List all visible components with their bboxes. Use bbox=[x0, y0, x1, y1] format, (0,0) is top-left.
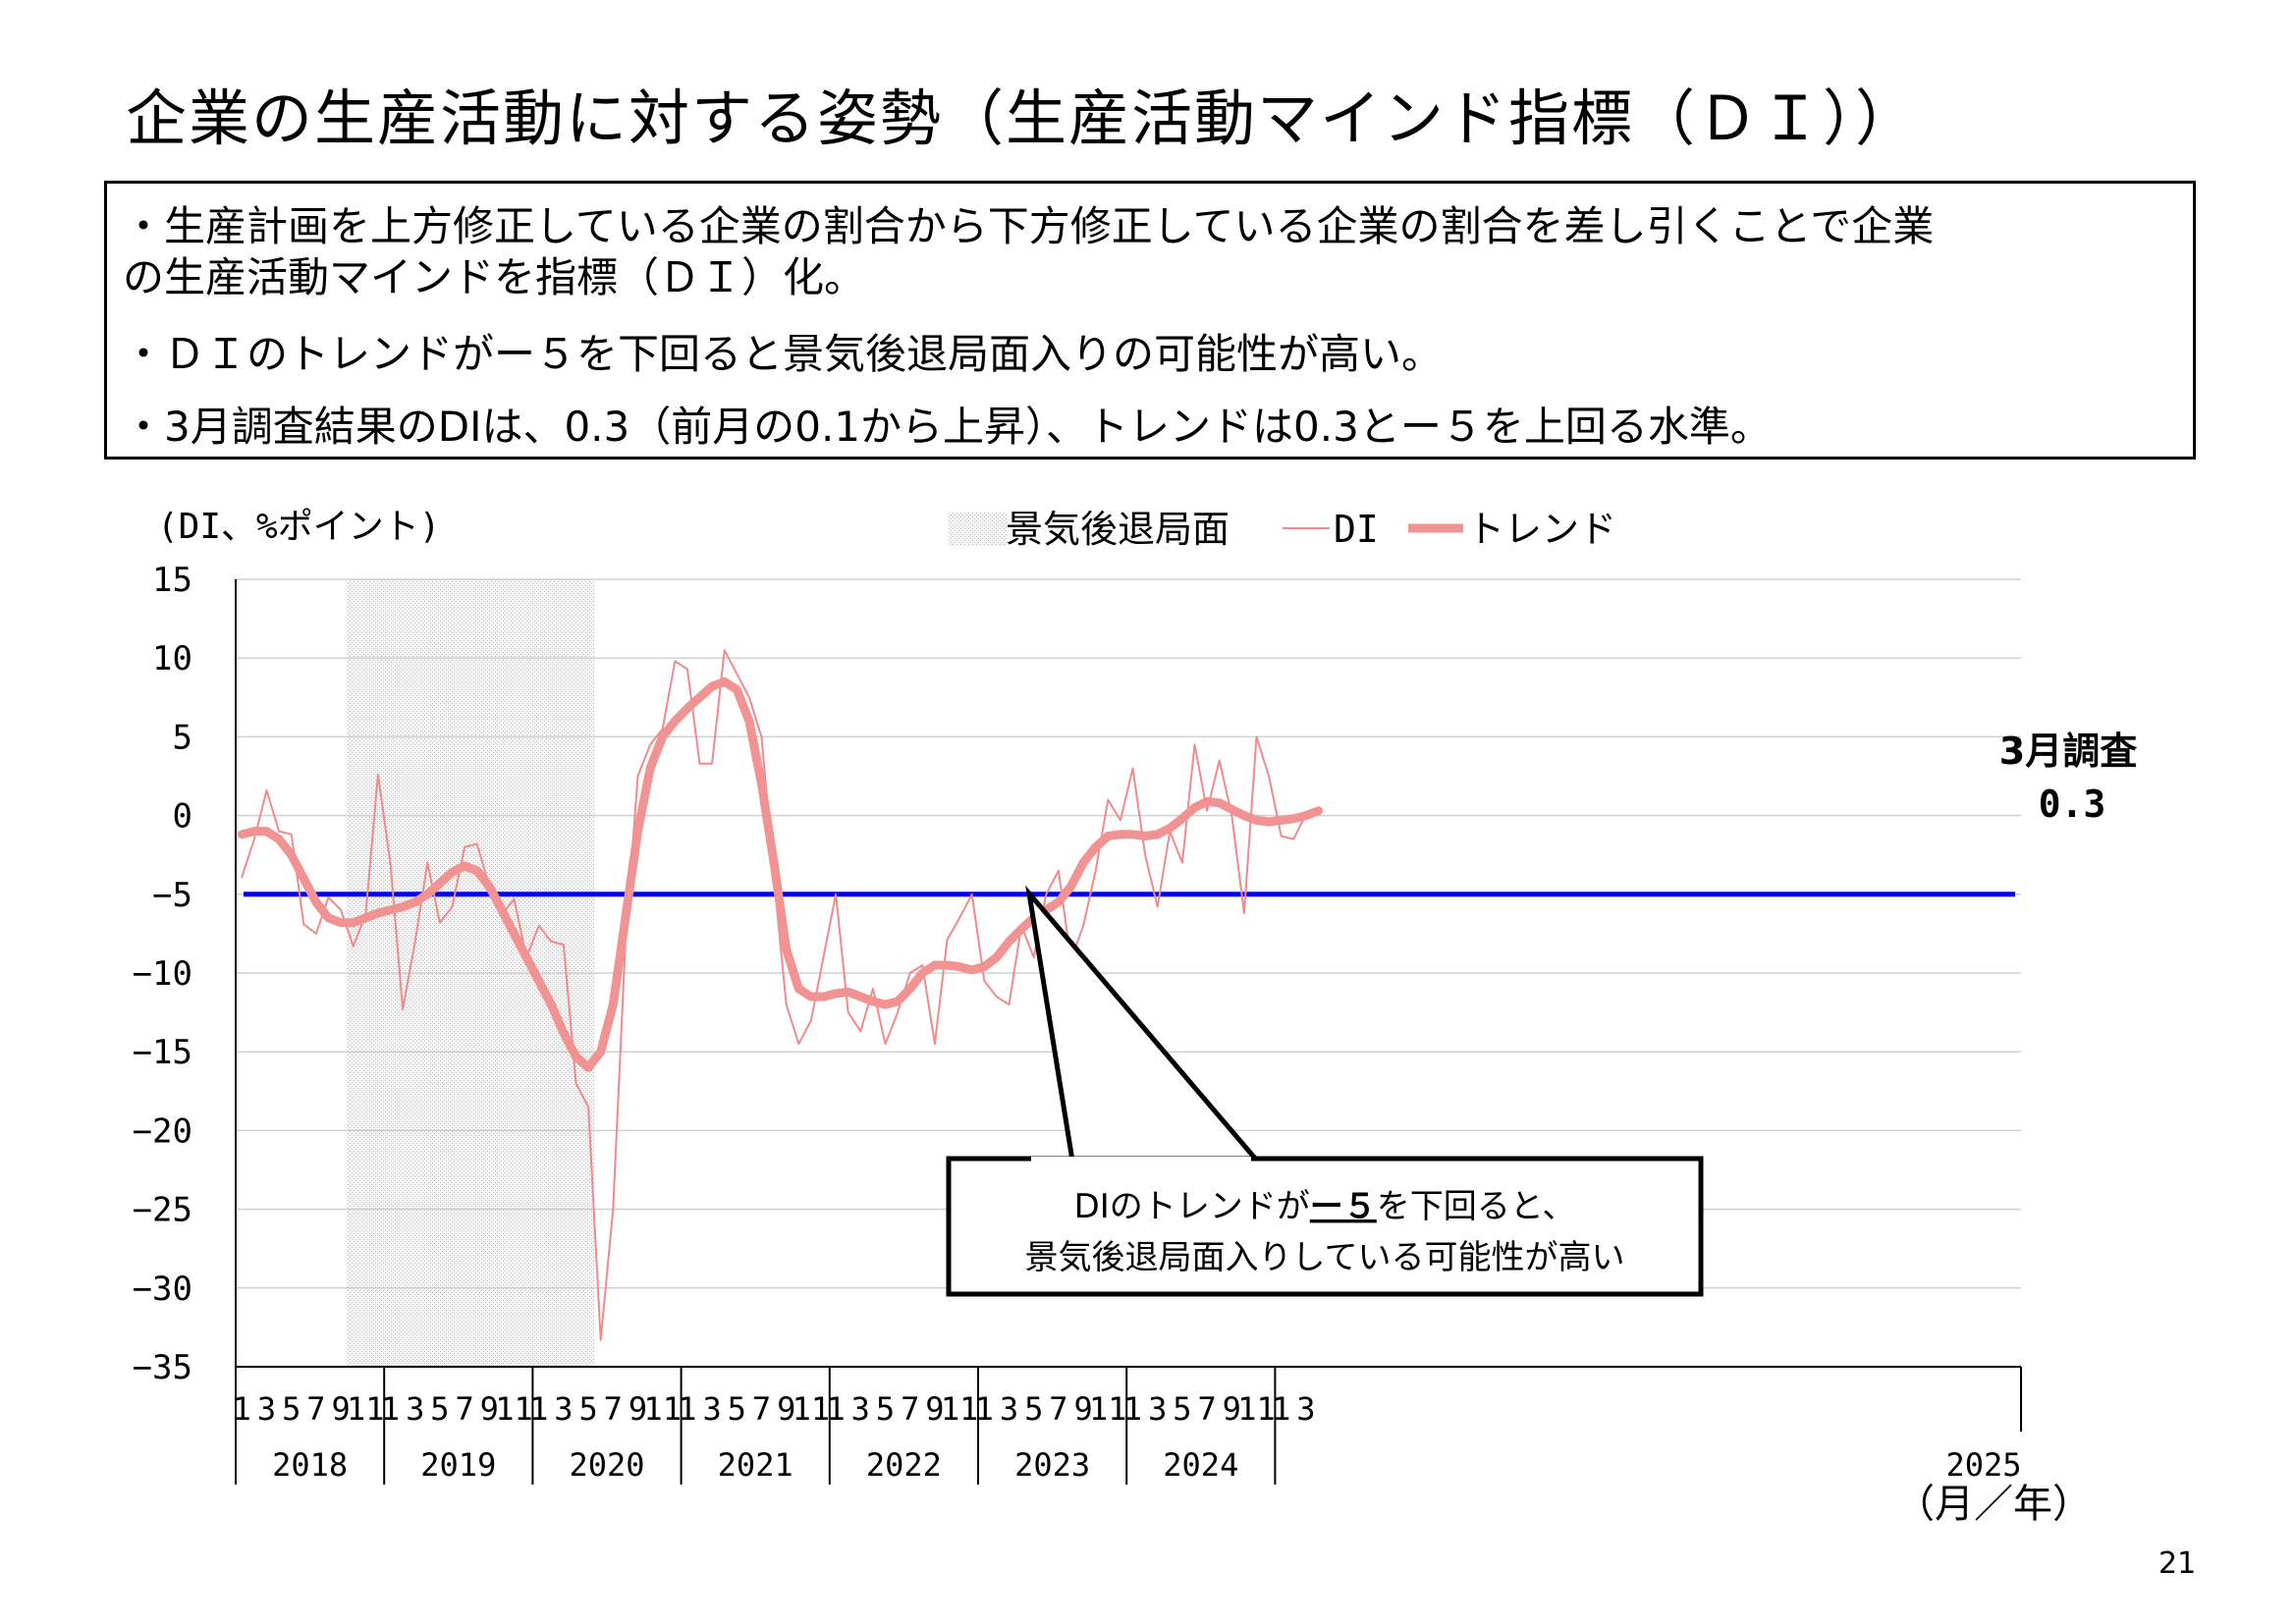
callout-pointer bbox=[1025, 885, 1263, 1164]
trend-series-line bbox=[237, 677, 1323, 1072]
x-month-tick-label: 1 bbox=[233, 1390, 251, 1428]
x-month-tick-label: 5 bbox=[876, 1390, 895, 1428]
x-month-tick-label: 11 bbox=[1089, 1390, 1127, 1428]
summary-line-3: ・ＤＩのトレンドがー５を下回ると景気後退局面入りの可能性が高い。 bbox=[123, 330, 1444, 378]
x-month-tick-label: 1 bbox=[1123, 1390, 1142, 1428]
x-year-label: 2023 bbox=[1014, 1446, 1090, 1484]
callout: DIのトレンドがー５を下回ると、 景気後退局面入りしている可能性が高い bbox=[946, 885, 1704, 1297]
page-number: 21 bbox=[2159, 1546, 2197, 1581]
latest-survey-value: 0.3 bbox=[2039, 783, 2106, 826]
page-title: 企業の生産活動に対する姿勢（生産活動マインド指標（ＤＩ）） bbox=[126, 82, 1919, 154]
y-tick-label: 5 bbox=[173, 718, 192, 757]
callout-line-1-emphasis: ー５ bbox=[1310, 1187, 1377, 1226]
summary-line-1: ・生産計画を上方修正している企業の割合から下方修正している企業の割合を差し引くこ… bbox=[123, 202, 1935, 250]
x-month-tick-label: 1 bbox=[975, 1390, 994, 1428]
y-tick-label: −25 bbox=[133, 1191, 192, 1230]
x-month-tick-label: 5 bbox=[1024, 1390, 1043, 1428]
x-month-tick-label: 9 bbox=[331, 1390, 350, 1428]
legend-trend-label: トレンド bbox=[1467, 508, 1616, 551]
x-month-tick-label: 11 bbox=[1237, 1390, 1276, 1428]
x-month-tick-label: 7 bbox=[306, 1390, 325, 1428]
x-month-tick-label: 3 bbox=[406, 1390, 424, 1428]
x-month-tick-label: 3 bbox=[1296, 1390, 1315, 1428]
x-month-tick-label: 11 bbox=[495, 1390, 533, 1428]
callout-line-1-post: を下回ると、 bbox=[1377, 1187, 1576, 1226]
y-axis-unit-label: (DI、%ポイント) bbox=[157, 507, 440, 547]
x-year-label: 2018 bbox=[272, 1446, 348, 1484]
x-month-tick-label: 7 bbox=[455, 1390, 473, 1428]
summary-line-4: ・3月調査結果のDIは、0.3（前月の0.1から上昇）、トレンドは0.3とー５を… bbox=[123, 403, 1772, 451]
x-month-tick-label: 9 bbox=[480, 1390, 499, 1428]
y-tick-label: −30 bbox=[133, 1270, 192, 1309]
x-month-tick-label: 3 bbox=[851, 1390, 870, 1428]
x-year-label: 2025 bbox=[1945, 1446, 2021, 1484]
x-month-tick-label: 7 bbox=[1049, 1390, 1067, 1428]
x-month-tick-label: 3 bbox=[1000, 1390, 1018, 1428]
y-tick-label: 10 bbox=[152, 639, 192, 678]
x-month-tick-label: 9 bbox=[629, 1390, 647, 1428]
latest-survey-label: 3月調査 bbox=[1999, 730, 2137, 773]
x-year-label: 2019 bbox=[420, 1446, 496, 1484]
x-month-tick-label: 7 bbox=[1197, 1390, 1216, 1428]
x-month-tick-label: 11 bbox=[347, 1390, 385, 1428]
legend-recession-label: 景気後退局面 bbox=[1006, 508, 1230, 551]
x-month-tick-label: 9 bbox=[925, 1390, 944, 1428]
x-month-tick-label: 1 bbox=[1272, 1390, 1290, 1428]
x-year-label: 2024 bbox=[1163, 1446, 1238, 1484]
x-month-tick-label: 7 bbox=[752, 1390, 771, 1428]
x-month-tick-label: 3 bbox=[257, 1390, 276, 1428]
y-tick-label: −35 bbox=[133, 1348, 192, 1387]
x-month-tick-label: 1 bbox=[529, 1390, 548, 1428]
x-month-tick-label: 9 bbox=[1073, 1390, 1092, 1428]
y-tick-label: −10 bbox=[133, 954, 192, 994]
x-month-tick-label: 9 bbox=[1223, 1390, 1241, 1428]
y-tick-label: −15 bbox=[133, 1033, 192, 1072]
x-month-tick-label: 3 bbox=[702, 1390, 721, 1428]
callout-line-1: DIのトレンドがー５を下回ると、 bbox=[1074, 1187, 1576, 1226]
x-month-tick-label: 11 bbox=[643, 1390, 682, 1428]
y-tick-label: −20 bbox=[133, 1111, 192, 1151]
x-year-label: 2022 bbox=[866, 1446, 942, 1484]
x-month-tick-label: 5 bbox=[282, 1390, 301, 1428]
x-month-tick-label: 11 bbox=[941, 1390, 979, 1428]
x-month-tick-label: 3 bbox=[554, 1390, 573, 1428]
x-month-tick-label: 1 bbox=[826, 1390, 845, 1428]
x-month-tick-label: 5 bbox=[1173, 1390, 1191, 1428]
callout-line-2: 景気後退局面入りしている可能性が高い bbox=[1025, 1238, 1625, 1277]
summary-box: ・生産計画を上方修正している企業の割合から下方修正している企業の割合を差し引くこ… bbox=[104, 181, 2196, 460]
x-month-tick-label: 7 bbox=[604, 1390, 623, 1428]
x-month-tick-label: 1 bbox=[678, 1390, 696, 1428]
x-month-tick-label: 5 bbox=[728, 1390, 746, 1428]
x-month-tick-label: 9 bbox=[777, 1390, 795, 1428]
series-layer bbox=[237, 649, 1323, 1341]
x-month-tick-label: 1 bbox=[381, 1390, 400, 1428]
x-month-tick-label: 11 bbox=[793, 1390, 831, 1428]
x-month-tick-label: 3 bbox=[1148, 1390, 1167, 1428]
legend-recession-swatch bbox=[949, 513, 1008, 546]
chart-legend: 景気後退局面 DI トレンド bbox=[949, 508, 1616, 551]
legend-di-label: DI bbox=[1334, 508, 1379, 551]
callout-box bbox=[946, 1156, 1704, 1297]
y-tick-label: 15 bbox=[152, 561, 192, 600]
x-axis-unit-label: （月／年） bbox=[1895, 1482, 2092, 1527]
x-year-label: 2021 bbox=[718, 1446, 793, 1484]
x-month-tick-label: 5 bbox=[430, 1390, 449, 1428]
x-year-label: 2020 bbox=[569, 1446, 644, 1484]
y-tick-label: −5 bbox=[152, 876, 192, 915]
callout-line-1-pre: DIのトレンドが bbox=[1074, 1187, 1310, 1226]
summary-line-2: の生産活動マインドを指標（ＤＩ）化。 bbox=[123, 253, 866, 301]
y-tick-label: 0 bbox=[173, 797, 192, 837]
axis-layer bbox=[235, 579, 2022, 1485]
x-month-tick-label: 5 bbox=[578, 1390, 597, 1428]
x-month-tick-label: 7 bbox=[901, 1390, 919, 1428]
